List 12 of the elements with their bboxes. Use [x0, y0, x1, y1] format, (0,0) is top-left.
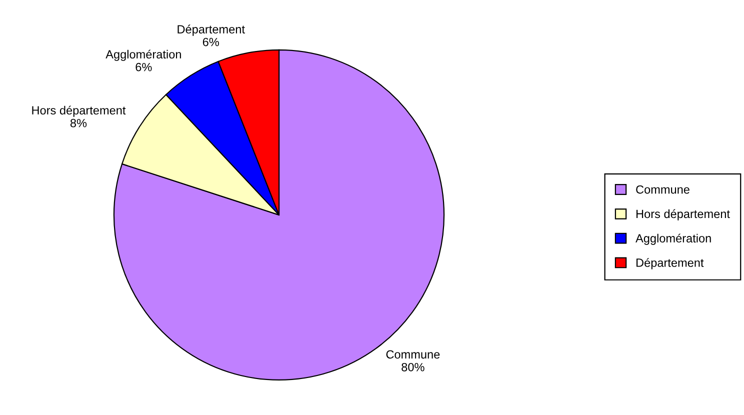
data-label: 6%: [202, 38, 219, 46]
legend-label: Commune: [636, 185, 690, 194]
legend-label: Agglomération: [636, 234, 711, 245]
data-label: 80%: [402, 362, 424, 372]
data-label: 8%: [70, 118, 87, 128]
legend-label: Département: [636, 258, 704, 270]
slice-label: Agglomération: [106, 50, 181, 61]
data-label: 6%: [136, 62, 152, 72]
slice-label: Département: [178, 24, 245, 36]
slice-label: Hors département: [32, 106, 126, 117]
legend-label: Hors département: [636, 209, 730, 220]
slice-label: Commune: [386, 350, 440, 359]
